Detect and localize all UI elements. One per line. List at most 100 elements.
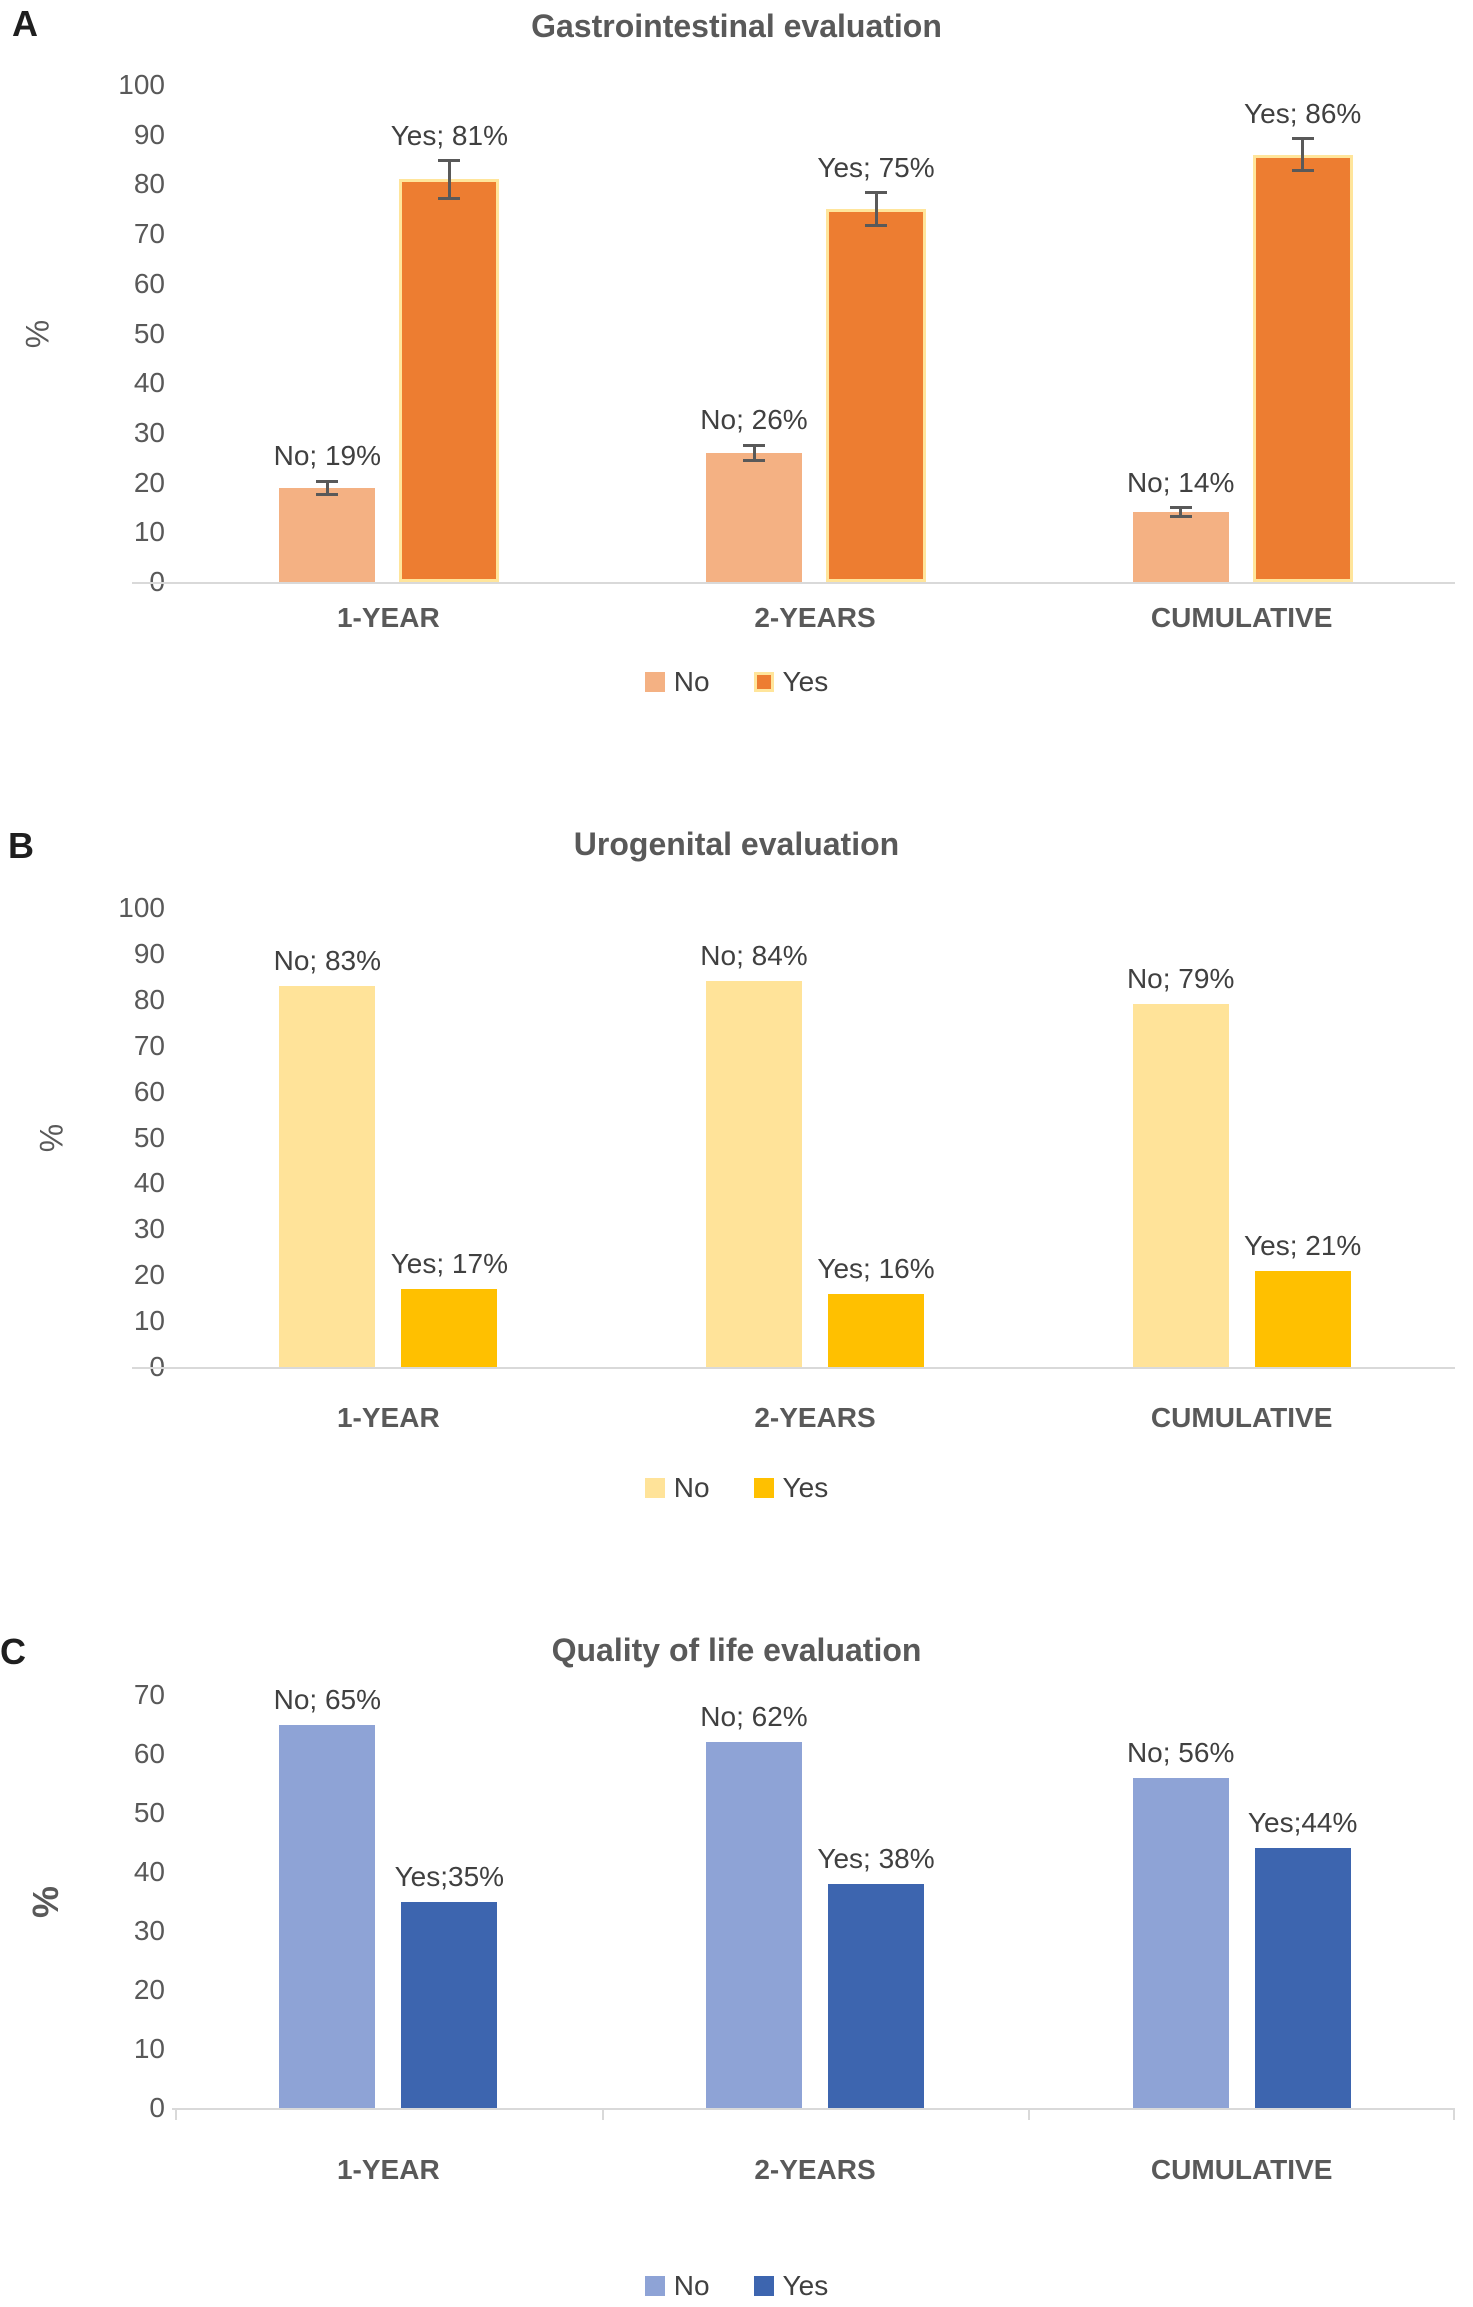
x-category-label-2-years: 2-YEARS: [754, 1402, 876, 1433]
error-bar-cap: [316, 492, 339, 496]
y-tick-label: 90: [133, 118, 165, 150]
y-tick-label: 10: [133, 1305, 165, 1337]
chart-title-a: Gastrointestinal evaluation: [531, 8, 942, 44]
data-label-yes-2-years: Yes; 16%: [817, 1252, 935, 1284]
y-tick-label: 20: [133, 466, 165, 498]
error-bar-cap: [743, 443, 765, 447]
x-axis-line: [172, 2108, 1455, 2110]
legend-label-no: No: [673, 1472, 710, 1503]
bar-yes-2-years: [828, 1293, 924, 1367]
bar-yes-1-year: [401, 1901, 498, 2108]
bar-yes-2-years: [826, 209, 926, 582]
bar-no-cumulative: [1132, 512, 1229, 582]
data-label-no-1-year: No; 65%: [273, 1683, 382, 1715]
y-tick-label: 40: [133, 1856, 165, 1887]
error-bar: [1179, 507, 1183, 517]
x-axis-tick: [1028, 2108, 1031, 2120]
data-label-no-2-years: No; 84%: [700, 940, 808, 972]
error-bar-cap: [1291, 137, 1314, 141]
y-tick-label: 60: [133, 1075, 165, 1107]
legend-item-yes: Yes: [753, 2270, 829, 2301]
legend-label-yes: Yes: [782, 1472, 829, 1503]
x-category-label-1-year: 1-YEAR: [336, 602, 440, 633]
legend-swatch-no: [644, 2276, 665, 2296]
error-bar-cap: [1169, 515, 1192, 519]
y-tick-label: 40: [133, 1167, 165, 1199]
data-label-yes-2-years: Yes; 75%: [817, 151, 935, 183]
bar-no-2-years: [706, 452, 802, 582]
y-tick-label: 30: [133, 416, 165, 448]
error-bar-cap: [865, 191, 887, 195]
data-label-no-cumulative: No; 79%: [1126, 963, 1235, 995]
y-axis-label-a: %: [19, 319, 56, 349]
bar-yes-2-years: [828, 1883, 924, 2108]
data-label-no-2-years: No; 62%: [700, 1701, 808, 1733]
bar-no-1-year: [279, 1724, 376, 2108]
legend-label-yes: Yes: [782, 2270, 829, 2301]
y-tick-label: 60: [133, 1738, 165, 1769]
legend-item-yes: Yes: [753, 1472, 829, 1503]
y-tick-label: 10: [133, 2033, 165, 2064]
legend-item-no: No: [644, 666, 710, 697]
bar-no-1-year: [279, 487, 376, 582]
legend-swatch-no: [644, 1478, 665, 1498]
legend-label-yes: Yes: [782, 666, 829, 697]
legend-item-no: No: [644, 2270, 710, 2301]
data-label-no-2-years: No; 26%: [700, 404, 808, 436]
legend-item-yes: Yes: [753, 666, 829, 697]
y-tick-label: 100: [118, 69, 165, 100]
bar-no-1-year: [279, 986, 376, 1367]
data-label-yes-cumulative: Yes;44%: [1247, 1807, 1358, 1839]
data-label-yes-1-year: Yes; 17%: [390, 1247, 508, 1279]
data-label-no-cumulative: No; 14%: [1126, 466, 1235, 498]
bar-yes-cumulative: [1254, 1848, 1351, 2108]
bar-yes-cumulative: [1252, 154, 1353, 582]
x-category-label-cumulative: CUMULATIVE: [1150, 1402, 1333, 1433]
bar-yes-cumulative: [1254, 1270, 1351, 1367]
error-bar-cap: [438, 196, 461, 200]
bar-no-2-years: [706, 981, 802, 1367]
y-tick-label: 90: [133, 937, 165, 969]
y-tick-label: 80: [133, 983, 165, 1015]
y-tick-label: 30: [133, 1213, 165, 1245]
chart-panel-c: C Quality of life evaluation % 70 60 50 40 3…: [0, 1620, 1473, 2307]
legend-label-no: No: [673, 2270, 710, 2301]
x-axis-tick: [175, 2108, 177, 2120]
error-bar-cap: [316, 479, 339, 483]
panel-letter-c: C: [0, 1631, 26, 1672]
y-tick-label: 0: [55, 1351, 165, 1383]
data-label-yes-2-years: Yes; 38%: [817, 1842, 935, 1874]
data-label-yes-1-year: Yes;35%: [394, 1860, 505, 1892]
x-category-label-cumulative: CUMULATIVE: [1150, 602, 1333, 633]
panel-letter-a: A: [12, 3, 38, 44]
y-tick-label: 30: [133, 1915, 165, 1946]
x-axis-line: [132, 582, 1455, 584]
error-bar: [752, 445, 756, 461]
data-label-no-1-year: No; 19%: [273, 440, 382, 472]
legend-swatch-yes: [753, 1478, 774, 1498]
y-tick-label: 0: [55, 566, 165, 598]
chart-title-c: Quality of life evaluation: [551, 1632, 922, 1668]
y-axis-label-c: %: [25, 1885, 66, 1919]
data-label-yes-cumulative: Yes; 86%: [1244, 97, 1362, 129]
x-category-label-cumulative: CUMULATIVE: [1150, 2154, 1333, 2185]
legend-swatch-yes: [753, 2276, 774, 2296]
error-bar-cap: [438, 159, 461, 163]
bar-no-2-years: [706, 1742, 802, 2108]
panel-letter-b: B: [8, 825, 34, 866]
x-axis-tick: [1453, 2108, 1455, 2120]
legend-item-no: No: [644, 1472, 710, 1503]
bar-no-cumulative: [1132, 1777, 1229, 2108]
x-axis-line: [132, 1367, 1455, 1369]
y-tick-label: 70: [133, 1029, 165, 1061]
data-label-yes-1-year: Yes; 81%: [390, 119, 508, 151]
y-tick-label: 70: [133, 218, 165, 250]
chart-panel-a: A Gastrointestinal evaluation % 100 90 80 7…: [0, 0, 1473, 782]
bar-yes-1-year: [399, 179, 500, 582]
x-category-label-1-year: 1-YEAR: [336, 2154, 440, 2185]
data-label-yes-cumulative: Yes; 21%: [1244, 1229, 1362, 1261]
legend-label-no: No: [673, 666, 710, 697]
legend-b: No Yes: [0, 1474, 1473, 1502]
y-tick-label: 50: [133, 317, 165, 349]
